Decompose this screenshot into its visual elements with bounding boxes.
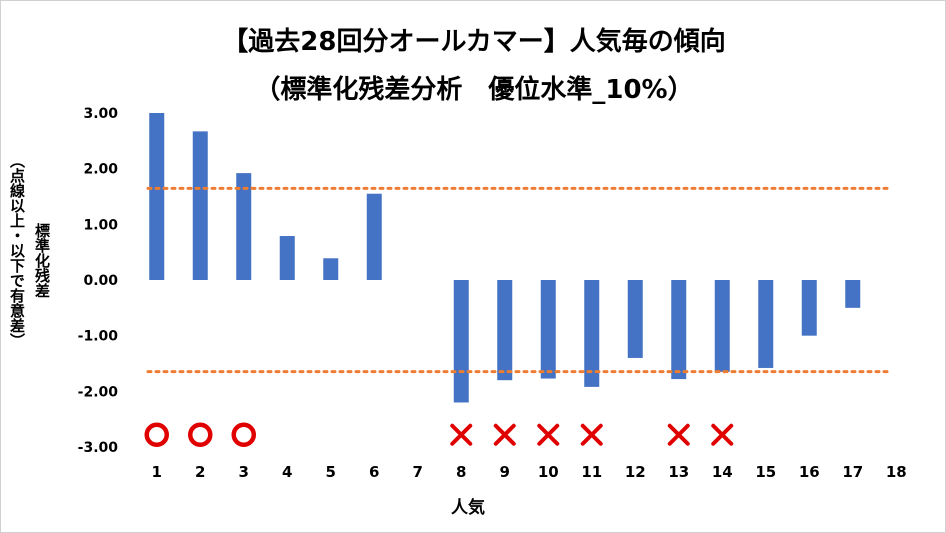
bar-13 xyxy=(671,280,687,380)
x-tick-label: 5 xyxy=(326,463,336,481)
y-axis-note: （点線以上・以下で有意差） xyxy=(8,153,26,348)
x-tick-label: 8 xyxy=(456,463,466,481)
y-tick-label: -2.00 xyxy=(78,384,119,400)
y-axis-label-group: （点線以上・以下で有意差） 標準化残差 xyxy=(7,113,53,458)
cross-marker-9 xyxy=(493,423,516,446)
x-tick-label: 18 xyxy=(886,463,907,481)
y-tick-label: 1.00 xyxy=(83,217,118,233)
bar-4 xyxy=(279,236,295,280)
bar-8 xyxy=(453,280,469,403)
bar-5 xyxy=(323,258,339,280)
x-tick-label: 11 xyxy=(581,463,602,481)
x-tick-label: 2 xyxy=(195,463,205,481)
bar-15 xyxy=(758,280,774,368)
x-tick-label: 10 xyxy=(538,463,559,481)
bar-6 xyxy=(366,193,382,280)
bar-9 xyxy=(497,280,513,381)
y-tick-label: -1.00 xyxy=(78,329,119,345)
y-axis-label: 標準化残差 xyxy=(33,223,51,298)
markers xyxy=(144,422,734,448)
y-tick-label: -3.00 xyxy=(78,440,119,456)
x-tick-label: 17 xyxy=(842,463,863,481)
y-tick-label: 3.00 xyxy=(83,106,118,122)
x-tick-label: 6 xyxy=(369,463,379,481)
bar-1 xyxy=(149,113,165,280)
x-tick-label: 13 xyxy=(668,463,689,481)
bar-17 xyxy=(845,280,861,308)
x-axis-label: 人気 xyxy=(451,497,485,518)
x-tick-label: 4 xyxy=(282,463,292,481)
circle-marker-1 xyxy=(144,422,169,448)
cross-marker-13 xyxy=(667,423,690,446)
cross-marker-14 xyxy=(711,423,734,446)
bar-16 xyxy=(801,280,817,336)
bars xyxy=(149,113,861,403)
bar-3 xyxy=(236,173,252,280)
x-tick-labels: 1 2 3 4 5 6 7 8 9 10 11 12 13 14 15 16 17 18 xyxy=(152,463,907,481)
x-tick-label: 15 xyxy=(755,463,776,481)
cross-marker-10 xyxy=(537,423,560,446)
y-tick-label: 0.00 xyxy=(83,273,118,289)
x-tick-label: 7 xyxy=(413,463,423,481)
x-tick-label: 14 xyxy=(712,463,733,481)
x-tick-label: 16 xyxy=(799,463,820,481)
significance-lines xyxy=(146,186,892,374)
bar-14 xyxy=(714,280,730,372)
y-tick-label: 2.00 xyxy=(83,162,118,178)
circle-marker-2 xyxy=(188,422,213,448)
bar-2 xyxy=(192,131,208,280)
x-tick-label: 3 xyxy=(239,463,249,481)
bar-11 xyxy=(584,280,600,387)
cross-marker-11 xyxy=(580,423,603,446)
cross-marker-8 xyxy=(450,423,473,446)
chart-subtitle: （標準化残差分析 優位水準_10%） xyxy=(254,75,694,105)
circle-marker-3 xyxy=(231,422,256,448)
x-tick-label: 9 xyxy=(500,463,510,481)
y-tick-labels: 3.00 2.00 1.00 0.00 -1.00 -2.00 -3.00 xyxy=(78,106,119,456)
x-tick-label: 1 xyxy=(152,463,162,481)
x-tick-label: 12 xyxy=(625,463,646,481)
bar-12 xyxy=(627,280,643,358)
bar-10 xyxy=(540,280,556,379)
chart-title: 【過去28回分オールカマー】人気毎の傾向 xyxy=(222,27,726,57)
